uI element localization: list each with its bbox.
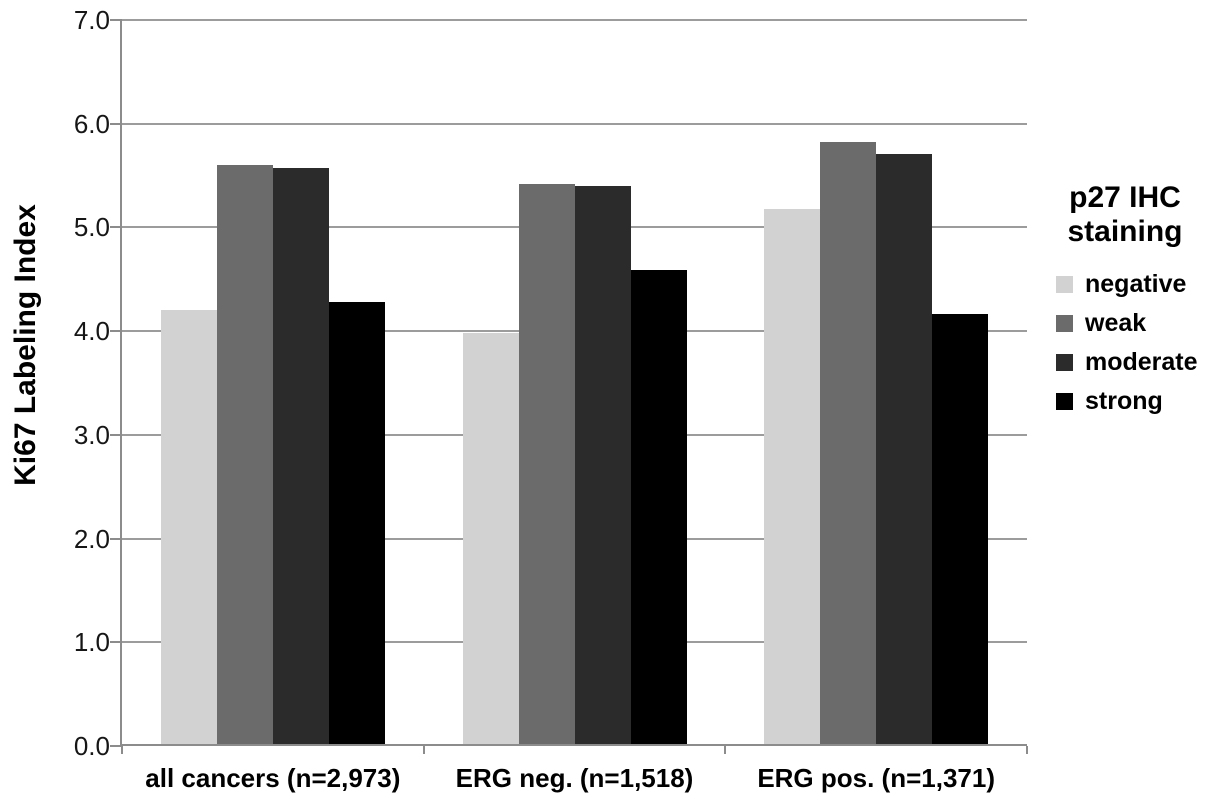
bar-strong-group2 — [630, 269, 687, 746]
y-axis-tick — [110, 19, 122, 21]
bar-weak-group3 — [820, 142, 877, 746]
x-axis-line — [122, 744, 1027, 746]
legend-title: p27 IHC staining — [1046, 181, 1204, 249]
y-tick-label: 2.0 — [73, 523, 110, 554]
legend-item-moderate: moderate — [1046, 343, 1204, 382]
legend-item-label: moderate — [1085, 348, 1198, 376]
y-axis-tick — [110, 330, 122, 333]
y-axis-tick — [110, 537, 122, 540]
x-category-label: all cancers (n=2,973) — [145, 763, 401, 793]
y-tick-label: 5.0 — [73, 212, 110, 243]
legend-swatch-moderate-icon — [1056, 354, 1073, 371]
legend-swatch-negative-icon — [1056, 276, 1073, 293]
y-axis-tick — [110, 122, 122, 125]
bar-negative-group1 — [160, 310, 217, 746]
gridline — [122, 122, 1027, 125]
y-axis-tick — [110, 641, 122, 644]
y-axis-tick — [110, 226, 122, 229]
legend: p27 IHC staining negative weak moderate str… — [1046, 181, 1204, 421]
legend-title-line-1: p27 IHC — [1069, 181, 1181, 214]
y-tick-label: 6.0 — [73, 108, 110, 139]
category-boundary-tick — [422, 746, 425, 754]
legend-item-weak: weak — [1046, 304, 1204, 343]
category-boundary-tick — [1026, 746, 1028, 754]
bar-weak-group1 — [216, 165, 273, 746]
bar-negative-group2 — [462, 333, 519, 746]
bar-moderate-group3 — [876, 153, 933, 746]
y-axis-line — [120, 20, 122, 746]
legend-item-negative: negative — [1046, 265, 1204, 304]
bar-strong-group3 — [932, 313, 989, 746]
category-boundary-tick — [724, 746, 727, 754]
bar-negative-group3 — [764, 208, 821, 746]
y-axis-tick — [110, 745, 122, 747]
bar-weak-group2 — [518, 183, 575, 746]
bar-moderate-group2 — [574, 185, 631, 746]
legend-item-strong: strong — [1046, 382, 1204, 421]
category-boundary-tick — [121, 746, 123, 754]
y-tick-label: 4.0 — [73, 316, 110, 347]
bar-strong-group1 — [328, 302, 385, 746]
y-tick-label: 1.0 — [73, 627, 110, 658]
bar-moderate-group1 — [272, 168, 329, 746]
gridline — [122, 19, 1027, 21]
x-category-label: ERG pos. (n=1,371) — [757, 763, 995, 793]
y-tick-label: 3.0 — [73, 419, 110, 450]
legend-items: negative weak moderate strong — [1046, 265, 1204, 421]
y-tick-label: 7.0 — [73, 5, 110, 35]
legend-item-label: strong — [1085, 387, 1163, 415]
legend-item-label: negative — [1085, 270, 1187, 298]
legend-swatch-weak-icon — [1056, 315, 1073, 332]
y-axis-tick — [110, 433, 122, 436]
legend-swatch-strong-icon — [1056, 393, 1073, 410]
y-tick-label: 0.0 — [73, 731, 110, 761]
x-category-label: ERG neg. (n=1,518) — [455, 763, 694, 793]
legend-title-line-2: staining — [1067, 215, 1183, 248]
legend-item-label: weak — [1085, 309, 1147, 337]
